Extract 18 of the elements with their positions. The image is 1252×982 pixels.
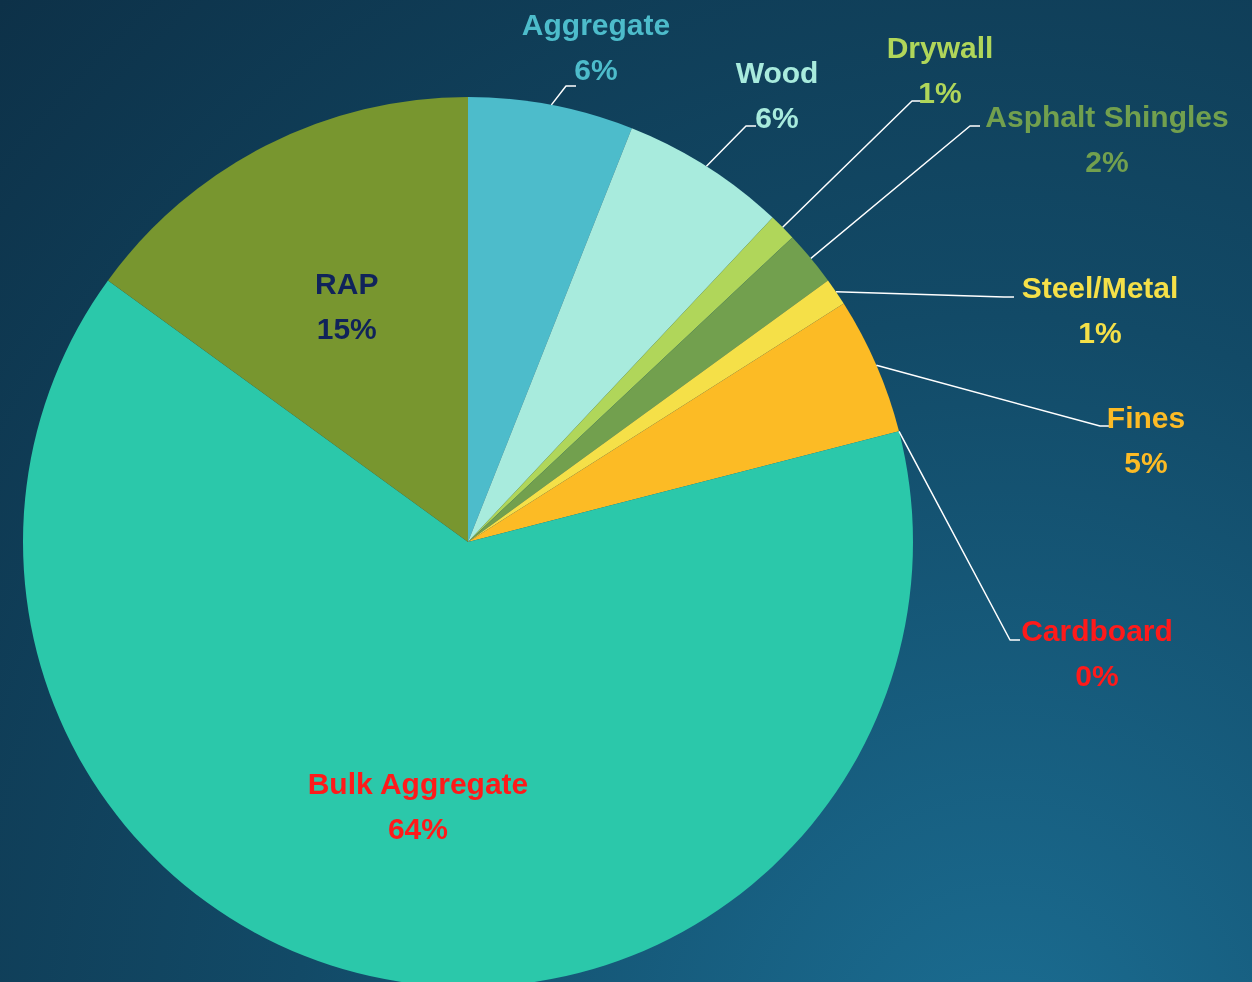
slice-label: RAP <box>315 267 379 301</box>
data-label: 2% <box>1085 145 1129 178</box>
slice-label: Aggregate <box>521 8 671 41</box>
slice-label: Fines <box>1106 401 1186 434</box>
category-label: Cardboard <box>1021 614 1173 647</box>
slice-label: Asphalt Shingles <box>985 100 1229 133</box>
data-label: 1% <box>918 76 962 109</box>
slice-label: Steel/Metal <box>1021 271 1179 304</box>
slice-label: Wood <box>735 56 819 89</box>
data-label: 1% <box>1078 316 1122 349</box>
text: 0% <box>1075 659 1119 692</box>
data-label: 15% <box>316 312 377 346</box>
data-label: 5% <box>1124 446 1168 479</box>
data-label: 6% <box>574 53 618 86</box>
data-label: 64% <box>387 812 448 846</box>
slice-label: Drywall <box>886 31 994 64</box>
slice-label: Bulk Aggregate <box>307 767 529 801</box>
data-label: 6% <box>755 101 799 134</box>
